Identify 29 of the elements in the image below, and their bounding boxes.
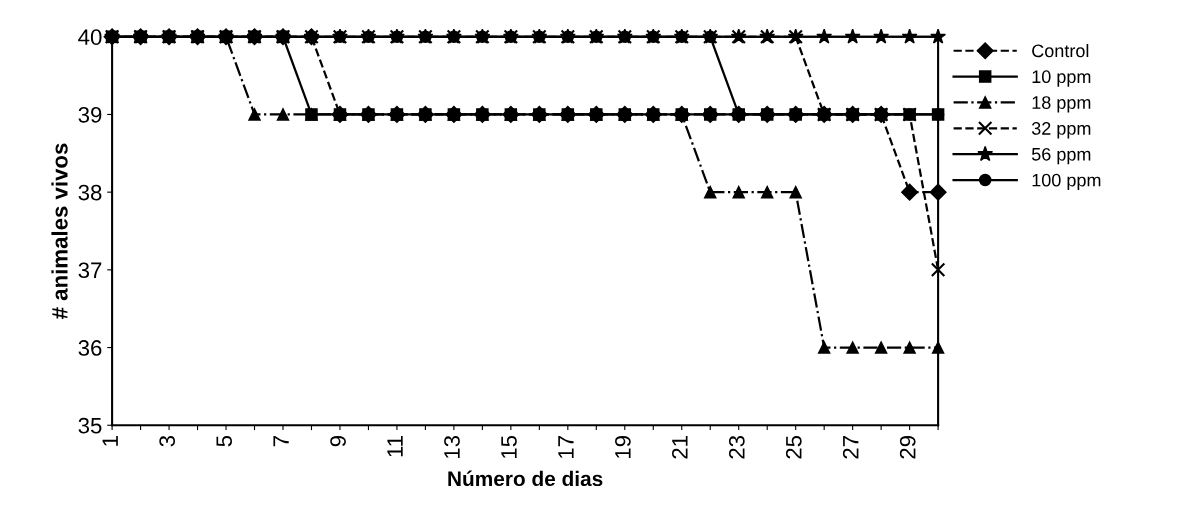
x-tick-label: 5 [216,435,232,447]
x-tick-label: 7 [273,436,289,447]
y-tick-label: 39 [78,106,102,123]
legend-label: Control [1032,43,1089,58]
x-tick-label: 9 [330,436,346,447]
y-tick-label: 35 [78,417,102,434]
x-tick-label: 17 [558,436,574,458]
x-tick-label: 15 [501,435,517,458]
x-tick-label: 29 [899,436,916,459]
legend-label: 32 ppm [1031,122,1091,139]
x-tick-label: 19 [615,436,631,458]
legend-label: 56 ppm [1031,147,1091,165]
x-tick-label: 11 [387,436,403,457]
x-tick-label: 21 [671,436,688,459]
x-tick-label: 13 [444,435,460,458]
legend-label: 10 ppm [1032,70,1091,87]
x-tick-label: 25 [785,435,802,459]
x-tick-label: 23 [728,435,745,459]
y-axis-title: # animales vivos [51,143,68,319]
x-axis-title: Número de dias [448,470,603,487]
y-tick-label: 40 [78,29,102,46]
legend-label: 18 ppm [1032,96,1091,113]
x-tick-label: 27 [842,436,859,459]
y-tick-label: 36 [78,340,102,356]
y-tick-label: 38 [78,184,102,201]
legend-label: 100 ppm [1032,173,1101,191]
x-tick-label: 3 [159,435,176,447]
x-tick-label: 1 [102,436,118,446]
y-tick-label: 37 [78,262,102,279]
